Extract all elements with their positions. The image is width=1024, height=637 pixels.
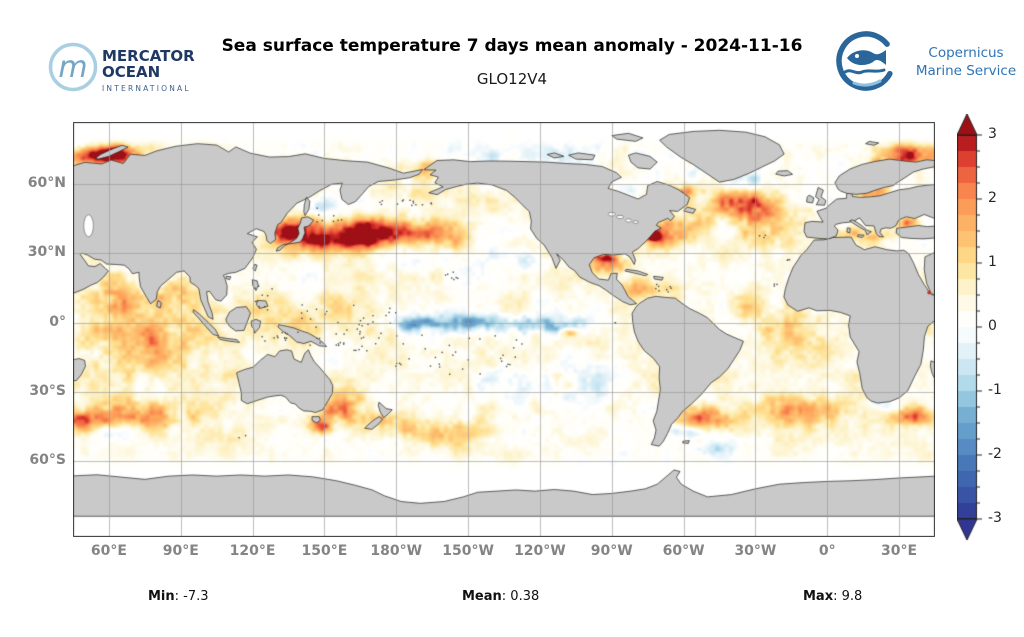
lon-tick-label: 150°W [432, 543, 504, 559]
map-canvas [73, 122, 935, 537]
colorbar-tick-label: 3 [988, 126, 1024, 142]
colorbar-tick-label: 1 [988, 254, 1024, 270]
copernicus-logo-line1: Copernicus [928, 45, 1003, 61]
lon-tick-label: 90°W [576, 543, 648, 559]
lon-tick-label: 90°E [145, 543, 217, 559]
lat-tick-label: 30°N [6, 244, 66, 260]
lon-tick-label: 30°W [719, 543, 791, 559]
colorbar-tick-label: 0 [988, 318, 1024, 334]
colorbar-canvas [957, 114, 987, 546]
lon-tick-label: 60°W [648, 543, 720, 559]
lon-tick-label: 180°W [360, 543, 432, 559]
stat-mean: Mean: 0.38 [462, 589, 539, 604]
copernicus-fish-icon [830, 26, 903, 96]
lat-tick-label: 60°S [6, 452, 66, 468]
figure-root: m MERCATOR OCEAN INTERNATIONAL Sea surfa… [0, 0, 1024, 637]
copernicus-logo-line2: Marine Service [916, 63, 1016, 79]
lon-tick-label: 60°E [73, 543, 145, 559]
lon-tick-label: 0° [791, 543, 863, 559]
stat-max: Max: 9.8 [803, 589, 862, 604]
lat-tick-label: 60°N [6, 175, 66, 191]
lon-tick-label: 120°E [217, 543, 289, 559]
lon-tick-label: 150°E [288, 543, 360, 559]
lat-tick-label: 30°S [6, 383, 66, 399]
colorbar-tick-label: -1 [988, 382, 1024, 398]
copernicus-marine-logo: Copernicus Marine Service [830, 26, 1020, 96]
colorbar-tick-label: -2 [988, 446, 1024, 462]
lon-tick-label: 30°E [863, 543, 935, 559]
lat-tick-label: 0° [6, 314, 66, 330]
colorbar-tick-label: -3 [988, 510, 1024, 526]
colorbar-tick-label: 2 [988, 190, 1024, 206]
stat-min: Min: -7.3 [148, 589, 209, 604]
lon-tick-label: 120°W [504, 543, 576, 559]
